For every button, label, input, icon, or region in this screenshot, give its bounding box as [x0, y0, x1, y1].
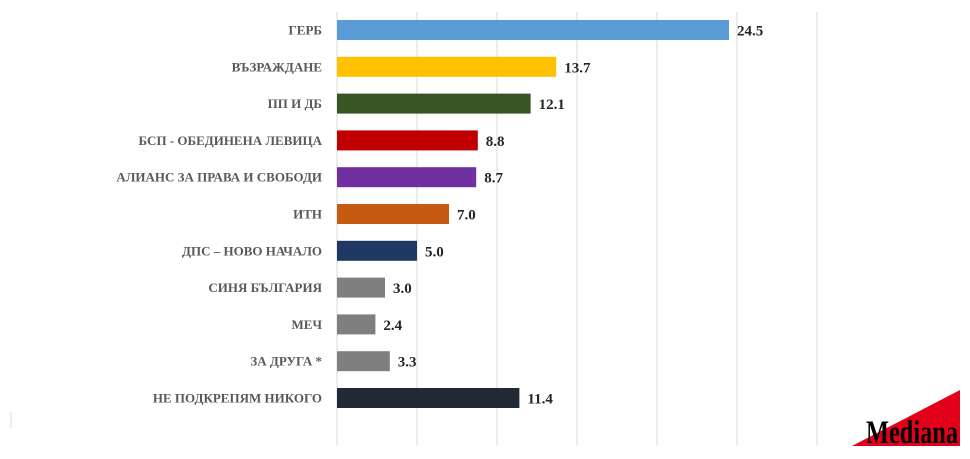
value-label: 5.0: [425, 244, 444, 260]
gridlines: [336, 12, 818, 445]
category-label: ПП И ДБ: [268, 96, 322, 111]
bar: [337, 240, 417, 261]
bar: [337, 277, 385, 298]
category-label: СИНЯ БЪЛГАРИЯ: [208, 280, 322, 295]
mediana-logo: Mediana: [850, 388, 962, 451]
value-label: 2.4: [383, 318, 402, 334]
value-label: 13.7: [564, 60, 591, 76]
bar: [337, 388, 520, 408]
bar: [337, 204, 449, 224]
bar: [337, 20, 729, 40]
category-label: ДПС – НОВО НАЧАЛО: [182, 243, 322, 258]
logo-text: Mediana: [866, 415, 958, 448]
category-label: ИТН: [293, 207, 322, 222]
value-label: 7.0: [457, 208, 476, 224]
bar: [337, 56, 557, 77]
bars: [337, 20, 729, 408]
category-label: БСП - ОБЕДИНЕНА ЛЕВИЦА: [139, 133, 323, 148]
value-label: 8.8: [486, 134, 505, 150]
bar: [337, 351, 390, 372]
logo-red-triangle: [852, 390, 960, 446]
value-label: 3.3: [398, 355, 417, 371]
category-label: АЛИАНС ЗА ПРАВА И СВОБОДИ: [116, 170, 322, 185]
value-label: 24.5: [737, 24, 763, 40]
value-label: 12.1: [539, 97, 565, 113]
bar: [337, 167, 477, 188]
value-label: 3.0: [393, 281, 412, 297]
category-label: ГЕРБ: [289, 23, 322, 38]
value-label: 11.4: [527, 392, 553, 408]
bar: [337, 130, 478, 151]
category-label: НЕ ПОДКРЕПЯМ НИКОГО: [153, 391, 322, 406]
category-label: ЗА ДРУГА *: [250, 354, 322, 369]
category-labels: ГЕРБ ВЪЗРАЖДАНЕ ПП И ДБ БСП - ОБЕДИНЕНА ЛЕВ…: [116, 23, 322, 406]
bar: [337, 93, 531, 114]
category-label: ВЪЗРАЖДАНЕ: [232, 59, 322, 74]
bar: [337, 314, 376, 335]
value-labels: 24.5 13.7 12.1 8.8 8.7 7.0 5.0 3.0 2.4 3.3 11.4: [383, 24, 763, 408]
value-label: 8.7: [484, 171, 503, 187]
category-label: МЕЧ: [292, 317, 323, 332]
